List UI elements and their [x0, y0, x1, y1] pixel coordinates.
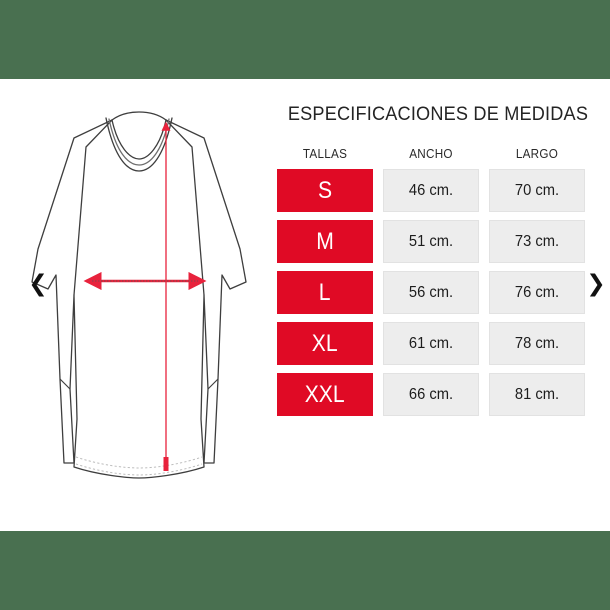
size-label: XXL [305, 380, 345, 408]
size-cell: L [277, 271, 373, 314]
size-chart-panel: ESPECIFICACIONES DE MEDIDAS TALLAS ANCHO… [277, 103, 589, 416]
ancho-cell: 51 cm. [383, 220, 479, 263]
size-label: M [316, 227, 334, 255]
largo-value: 78 cm. [514, 334, 560, 352]
ancho-value: 61 cm. [408, 334, 454, 352]
letterbox-bar-bottom [0, 531, 610, 610]
size-label: S [317, 176, 333, 204]
size-cell: XXL [277, 373, 373, 416]
ancho-cell: 61 cm. [383, 322, 479, 365]
column-header-ancho: ANCHO [409, 146, 453, 161]
largo-cell: 76 cm. [489, 271, 585, 314]
ancho-value: 46 cm. [408, 181, 454, 199]
table-row: XXL 66 cm. 81 cm. [277, 373, 587, 416]
largo-cell: 78 cm. [489, 322, 585, 365]
page-title: ESPECIFICACIONES DE MEDIDAS [287, 103, 589, 125]
largo-value: 70 cm. [514, 181, 560, 199]
table-row: L 56 cm. 76 cm. [277, 271, 587, 314]
chevron-left-icon[interactable]: ❮ [28, 271, 48, 297]
size-cell: S [277, 169, 373, 212]
largo-cell: 73 cm. [489, 220, 585, 263]
column-header-largo: LARGO [515, 146, 559, 161]
chevron-right-icon[interactable]: ❯ [586, 271, 606, 297]
letterbox-bar-top [0, 0, 610, 79]
size-cell: M [277, 220, 373, 263]
largo-value: 73 cm. [514, 232, 560, 250]
ancho-cell: 46 cm. [383, 169, 479, 212]
ancho-cell: 56 cm. [383, 271, 479, 314]
column-header-tallas: TALLAS [302, 146, 348, 161]
ancho-value: 56 cm. [408, 283, 454, 301]
product-image-stage: ❮ ❯ ESPECIFICACIONES DE MEDIDAS TALLAS A… [0, 79, 610, 531]
largo-cell: 70 cm. [489, 169, 585, 212]
largo-value: 76 cm. [514, 283, 560, 301]
ancho-value: 51 cm. [408, 232, 454, 250]
shirt-illustration [8, 89, 270, 519]
size-label: XL [312, 329, 338, 357]
ancho-value: 66 cm. [408, 385, 454, 403]
ancho-cell: 66 cm. [383, 373, 479, 416]
largo-cell: 81 cm. [489, 373, 585, 416]
size-cell: XL [277, 322, 373, 365]
table-row: M 51 cm. 73 cm. [277, 220, 587, 263]
largo-value: 81 cm. [514, 385, 560, 403]
table-header-row: TALLAS ANCHO LARGO [277, 146, 587, 161]
table-row: S 46 cm. 70 cm. [277, 169, 587, 212]
size-label: L [319, 278, 331, 306]
table-row: XL 61 cm. 78 cm. [277, 322, 587, 365]
